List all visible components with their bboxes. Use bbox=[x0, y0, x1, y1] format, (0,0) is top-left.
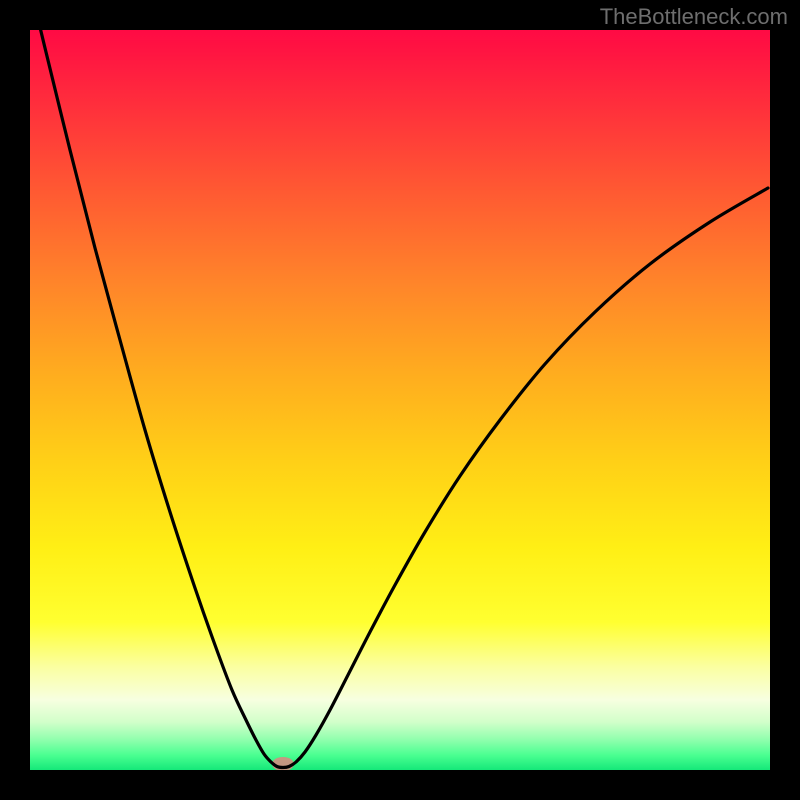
chart-svg bbox=[30, 30, 770, 770]
watermark-text: TheBottleneck.com bbox=[600, 4, 788, 30]
frame-right bbox=[770, 0, 800, 800]
plot-area bbox=[30, 30, 770, 770]
frame-left bbox=[0, 0, 30, 800]
frame-bottom bbox=[0, 770, 800, 800]
bottleneck-curve bbox=[31, 30, 768, 768]
